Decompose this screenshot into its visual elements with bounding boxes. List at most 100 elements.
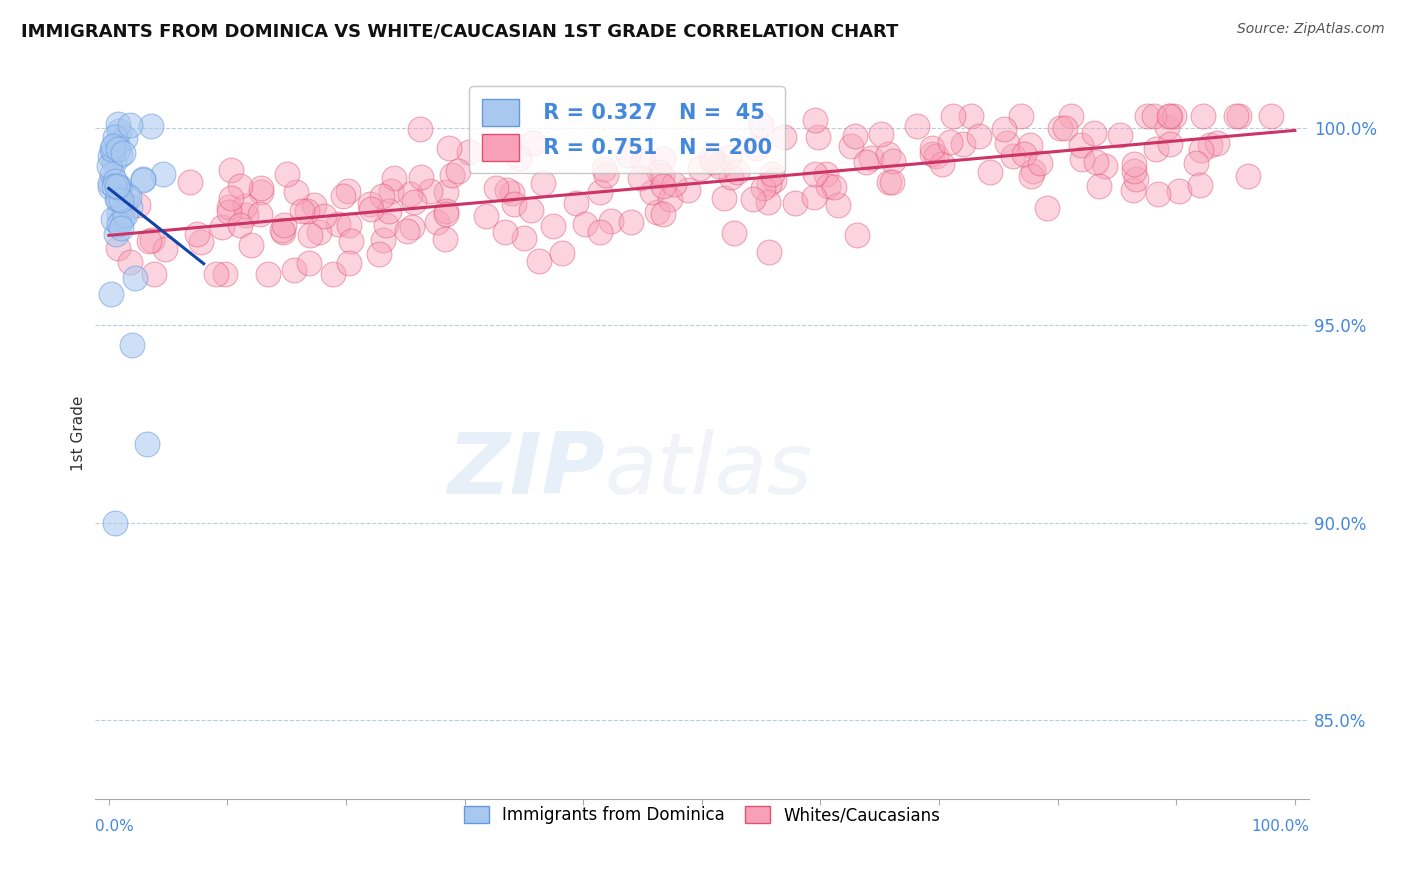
Point <box>110 221 132 235</box>
Point <box>1185 156 1208 170</box>
Point <box>297 203 319 218</box>
Point <box>758 177 780 191</box>
Point <box>502 197 524 211</box>
Point <box>631 153 654 168</box>
Point <box>404 194 426 209</box>
Point <box>115 188 138 202</box>
Point <box>1136 109 1159 123</box>
Point <box>371 233 394 247</box>
Point <box>437 141 460 155</box>
Point <box>1163 109 1185 123</box>
Point <box>179 175 201 189</box>
Point <box>803 189 825 203</box>
Point <box>844 128 866 143</box>
Point <box>98 160 121 174</box>
Point <box>689 161 711 175</box>
Point <box>271 222 294 236</box>
Point <box>322 267 344 281</box>
Point <box>628 170 651 185</box>
Point <box>434 207 457 221</box>
Point <box>1123 157 1146 171</box>
Point <box>211 219 233 234</box>
Point <box>105 136 128 150</box>
Point <box>1227 109 1250 123</box>
Point <box>1159 136 1181 151</box>
Point <box>396 224 419 238</box>
Point <box>880 175 903 189</box>
Point <box>807 130 830 145</box>
Point <box>993 122 1015 136</box>
Point <box>543 219 565 234</box>
Point <box>494 225 516 239</box>
Point <box>107 117 129 131</box>
Point <box>186 227 208 242</box>
Point <box>218 204 240 219</box>
Point <box>107 192 129 206</box>
Point <box>756 195 779 210</box>
Point <box>574 217 596 231</box>
Text: 100.0%: 100.0% <box>1251 819 1309 834</box>
Point <box>214 267 236 281</box>
Point <box>1109 128 1132 142</box>
Point <box>108 147 131 161</box>
Point <box>529 254 551 268</box>
Point <box>249 181 271 195</box>
Point <box>1189 143 1212 157</box>
Point <box>501 186 523 200</box>
Point <box>401 219 423 234</box>
Point <box>114 208 136 222</box>
Point <box>531 177 554 191</box>
Point <box>104 516 127 530</box>
Point <box>221 190 243 204</box>
Point <box>823 180 845 194</box>
Point <box>121 338 143 352</box>
Point <box>411 170 433 185</box>
Point <box>855 155 877 169</box>
Point <box>434 185 457 199</box>
Point <box>995 136 1018 150</box>
Point <box>1188 178 1211 192</box>
Point <box>374 218 396 232</box>
Point <box>440 168 463 182</box>
Point <box>360 202 382 216</box>
Point <box>652 207 675 221</box>
Point <box>869 127 891 141</box>
Point <box>107 179 129 194</box>
Point <box>298 255 321 269</box>
Point <box>101 143 124 157</box>
Point <box>641 185 664 199</box>
Y-axis label: 1st Grade: 1st Grade <box>72 396 86 471</box>
Point <box>1125 171 1147 186</box>
Point <box>249 206 271 220</box>
Point <box>827 197 849 211</box>
Point <box>233 199 256 213</box>
Point <box>101 211 124 226</box>
Point <box>434 204 457 219</box>
Point <box>127 198 149 212</box>
Point <box>720 169 742 184</box>
Point <box>814 167 837 181</box>
Point <box>1053 120 1076 135</box>
Point <box>433 232 456 246</box>
Point <box>1192 109 1215 123</box>
Point <box>457 145 479 159</box>
Point <box>620 215 643 229</box>
Point <box>783 195 806 210</box>
Point <box>111 212 134 227</box>
Point <box>107 123 129 137</box>
Point <box>291 204 314 219</box>
Point <box>551 245 574 260</box>
Point <box>749 118 772 132</box>
Point <box>839 139 862 153</box>
Point <box>103 178 125 193</box>
Point <box>276 167 298 181</box>
Point <box>104 130 127 145</box>
Point <box>447 163 470 178</box>
Point <box>283 263 305 277</box>
Point <box>761 167 783 181</box>
Point <box>678 184 700 198</box>
Point <box>302 198 325 212</box>
Legend: Immigrants from Dominica, Whites/Caucasians: Immigrants from Dominica, Whites/Caucasi… <box>457 799 946 830</box>
Point <box>921 147 943 161</box>
Point <box>522 136 544 150</box>
